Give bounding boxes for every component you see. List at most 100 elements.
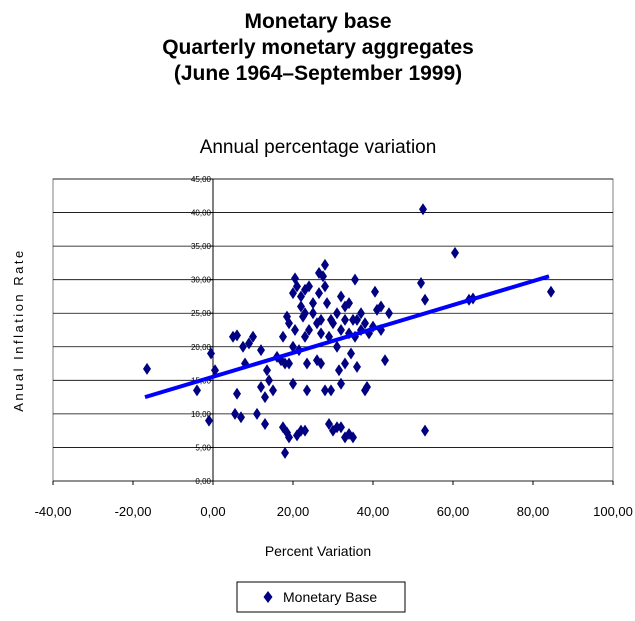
point xyxy=(345,297,353,310)
point xyxy=(323,297,331,310)
point xyxy=(337,324,345,336)
point xyxy=(337,377,345,390)
y-tick-label: 25,00 xyxy=(191,309,212,318)
point xyxy=(301,330,309,343)
point xyxy=(207,347,215,360)
point xyxy=(315,287,323,300)
trend-line xyxy=(144,274,550,400)
point xyxy=(371,285,379,298)
point xyxy=(285,357,293,370)
point xyxy=(319,270,327,283)
point xyxy=(333,340,341,353)
point xyxy=(309,307,317,320)
point xyxy=(309,297,317,310)
point xyxy=(377,300,385,313)
point xyxy=(211,364,219,377)
x-tick-label: 20,00 xyxy=(277,504,310,519)
point xyxy=(297,290,305,303)
y-tick-label: 10,00 xyxy=(191,410,212,419)
point xyxy=(317,357,325,370)
point xyxy=(233,329,241,342)
point xyxy=(421,424,429,437)
point xyxy=(289,287,297,300)
point xyxy=(285,431,293,444)
y-tick-label: 30,00 xyxy=(191,276,212,285)
point xyxy=(143,362,151,375)
point xyxy=(547,285,555,298)
point xyxy=(257,381,265,394)
point xyxy=(327,384,335,397)
point xyxy=(321,258,329,271)
point xyxy=(325,417,333,430)
point xyxy=(337,421,345,434)
point xyxy=(305,324,313,336)
title-line: Monetary base xyxy=(244,10,391,33)
point xyxy=(237,411,245,424)
x-tick-label: -40,00 xyxy=(35,504,72,519)
point xyxy=(381,354,389,367)
point xyxy=(357,307,365,320)
x-tick-label: 100,00 xyxy=(593,504,633,519)
point xyxy=(349,431,357,444)
point xyxy=(279,330,287,343)
point xyxy=(245,337,253,350)
point xyxy=(301,307,309,320)
x-tick-label: -20,00 xyxy=(115,504,152,519)
point xyxy=(321,384,329,397)
point xyxy=(351,273,359,286)
x-tick-label: 60,00 xyxy=(437,504,470,519)
point xyxy=(303,384,311,397)
point xyxy=(261,391,269,404)
point xyxy=(317,327,325,340)
x-tick-label: 0,00 xyxy=(200,504,225,519)
x-tick-label: 40,00 xyxy=(357,504,390,519)
title-line: (June 1964–September 1999) xyxy=(174,62,462,85)
point xyxy=(347,347,355,360)
point xyxy=(341,313,349,326)
legend: Monetary Base xyxy=(236,581,406,613)
y-axis-label: Anual Inflation Rate xyxy=(11,248,26,411)
point xyxy=(261,417,269,430)
legend-label: Monetary Base xyxy=(283,589,377,605)
point xyxy=(193,384,201,397)
point xyxy=(417,277,425,290)
point xyxy=(269,384,277,397)
point xyxy=(363,381,371,394)
point xyxy=(297,300,305,313)
point xyxy=(205,414,213,427)
point xyxy=(341,357,349,370)
point xyxy=(303,357,311,370)
y-tick-label: 0,00 xyxy=(195,477,211,486)
point xyxy=(263,364,271,377)
point xyxy=(421,293,429,306)
y-tick-label: 40,00 xyxy=(191,209,212,218)
point xyxy=(257,344,265,357)
point xyxy=(289,377,297,390)
point xyxy=(231,407,239,420)
point xyxy=(353,313,361,326)
point xyxy=(291,324,299,336)
point xyxy=(337,290,345,303)
point xyxy=(249,330,257,343)
point xyxy=(233,387,241,400)
point xyxy=(317,313,325,326)
title-line: Quarterly monetary aggregates xyxy=(162,36,474,59)
y-tick-label: 45,00 xyxy=(191,175,212,184)
point xyxy=(265,374,273,387)
point xyxy=(301,424,309,437)
point xyxy=(253,407,261,420)
point xyxy=(321,280,329,293)
point xyxy=(285,317,293,330)
point xyxy=(305,280,313,293)
point xyxy=(293,280,301,293)
subtitle: Annual percentage variation xyxy=(200,137,437,158)
point xyxy=(239,340,247,353)
point xyxy=(289,340,297,353)
y-tick-label: 35,00 xyxy=(191,242,212,251)
point xyxy=(451,246,459,259)
point xyxy=(419,203,427,216)
y-tick-label: 20,00 xyxy=(191,343,212,352)
point xyxy=(335,364,343,377)
point xyxy=(353,360,361,373)
